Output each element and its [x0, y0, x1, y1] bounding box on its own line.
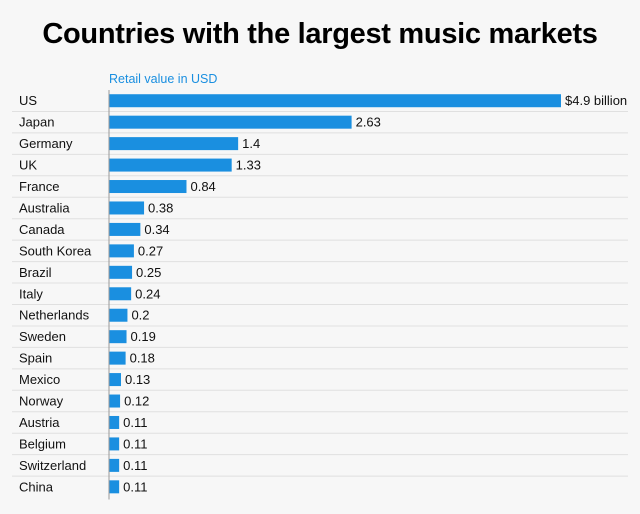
category-label: Canada [19, 222, 65, 237]
value-label: 0.12 [124, 394, 149, 409]
value-label: 0.11 [123, 436, 147, 451]
value-label: 0.38 [148, 200, 173, 215]
bar-canada [109, 222, 141, 236]
value-label: 0.11 [123, 479, 147, 494]
value-label: 2.63 [356, 115, 381, 130]
bar-austria [109, 415, 120, 429]
bar-south-korea [109, 244, 134, 258]
bar-uk [109, 158, 232, 172]
chart-title: Countries with the largest music markets [42, 18, 598, 50]
bar-australia [109, 201, 145, 215]
grid-lines [12, 110, 628, 477]
category-label: UK [19, 158, 37, 173]
bar-japan [109, 115, 352, 129]
bar-france [109, 180, 187, 194]
bar-germany [109, 137, 239, 151]
bar-italy [109, 287, 132, 301]
chart-subtitle: Retail value in USD [109, 72, 218, 86]
bar-brazil [109, 265, 133, 279]
value-labels: $4.9 billion 2.63 1.4 1.33 0.84 0.38 0.34 0.27 0… [123, 93, 627, 494]
value-label: 0.11 [123, 458, 147, 473]
value-label: 1.33 [236, 158, 261, 173]
category-label: South Korea [19, 243, 92, 258]
bars [109, 94, 561, 494]
category-label: Japan [19, 115, 54, 130]
category-label: Switzerland [19, 458, 86, 473]
value-label: 0.25 [136, 265, 161, 280]
category-label: Belgium [19, 436, 66, 451]
category-label: France [19, 179, 59, 194]
value-label: 0.13 [125, 372, 150, 387]
bar-mexico [109, 373, 121, 387]
value-label: $4.9 billion [565, 93, 627, 108]
bar-switzerland [109, 458, 120, 472]
bar-belgium [109, 437, 120, 451]
bar-china [109, 480, 120, 494]
category-labels: US Japan Germany UK France Australia Canada Sou… [19, 93, 92, 494]
category-label: China [19, 479, 54, 494]
bar-netherlands [109, 308, 128, 322]
category-label: Austria [19, 415, 60, 430]
value-label: 0.84 [190, 179, 215, 194]
value-label: 0.2 [131, 308, 149, 323]
category-label: Germany [19, 136, 73, 151]
bar-us [109, 94, 561, 108]
value-label: 0.27 [138, 243, 163, 258]
category-label: Spain [19, 351, 52, 366]
bar-norway [109, 394, 121, 408]
value-label: 1.4 [242, 136, 260, 151]
value-label: 0.11 [123, 415, 147, 430]
category-label: Brazil [19, 265, 52, 280]
category-label: Mexico [19, 372, 60, 387]
bar-spain [109, 351, 126, 365]
category-label: US [19, 93, 37, 108]
category-label: Sweden [19, 329, 66, 344]
value-label: 0.24 [135, 286, 160, 301]
value-label: 0.34 [144, 222, 169, 237]
bar-sweden [109, 330, 127, 344]
value-label: 0.19 [131, 329, 156, 344]
category-label: Netherlands [19, 308, 90, 323]
category-label: Italy [19, 286, 43, 301]
value-label: 0.18 [130, 351, 155, 366]
category-label: Norway [19, 394, 64, 409]
category-label: Australia [19, 200, 70, 215]
